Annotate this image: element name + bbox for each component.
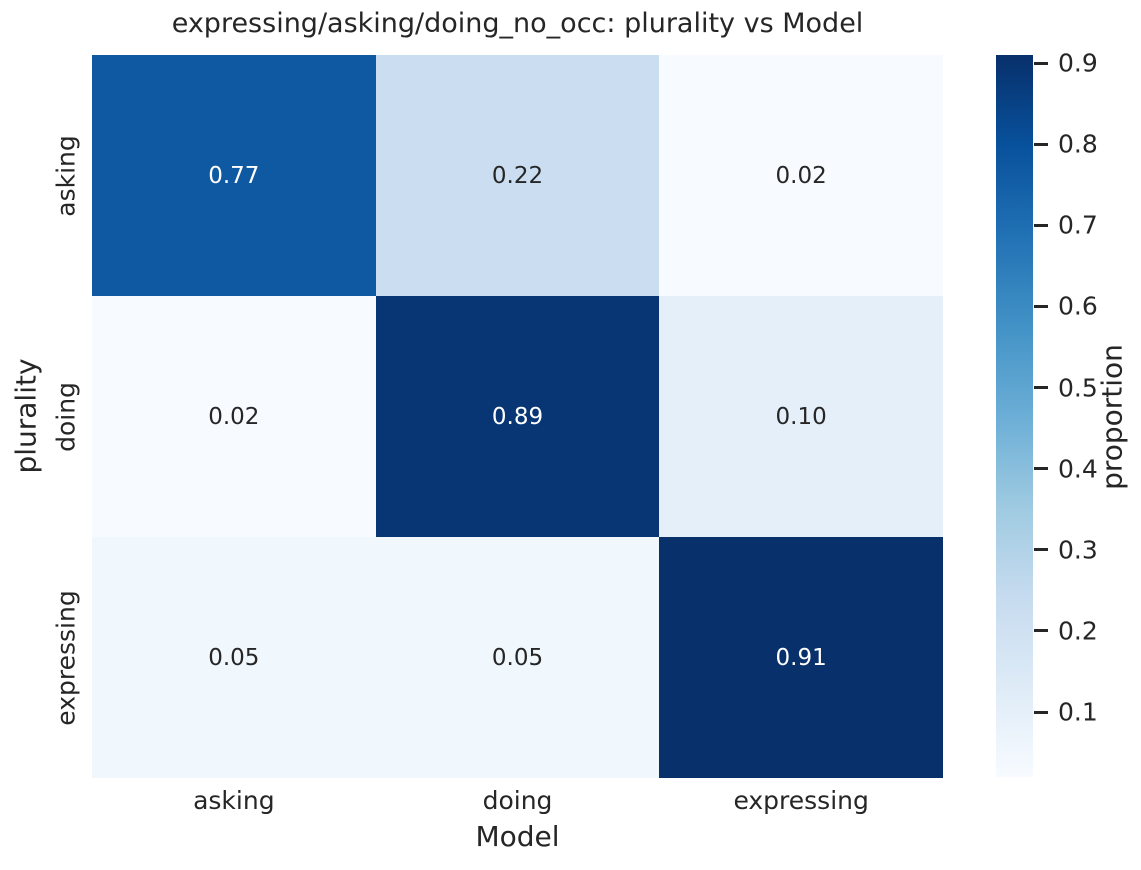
- y-axis-label: plurality: [9, 358, 43, 474]
- colorbar-tick-mark: [1034, 142, 1048, 146]
- heatmap-cell: 0.89: [375, 296, 660, 537]
- cell-value: 0.89: [491, 403, 544, 430]
- colorbar-tick-label: 0.5: [1058, 373, 1098, 403]
- colorbar-tick-label: 0.4: [1058, 454, 1098, 484]
- colorbar-tick-mark: [1034, 629, 1048, 633]
- colorbar-tick-mark: [1034, 548, 1048, 552]
- cell-value: 0.02: [208, 403, 260, 430]
- colorbar-tick-label: 0.9: [1058, 48, 1098, 78]
- x-tick-label: asking: [193, 786, 275, 815]
- heatmap-cell: 0.91: [659, 537, 943, 778]
- colorbar-tick-label: 0.3: [1058, 535, 1098, 565]
- cell-value: 0.77: [208, 162, 260, 189]
- colorbar-tick-label: 0.6: [1058, 291, 1098, 321]
- y-tick-label: expressing: [51, 589, 81, 726]
- colorbar-tick-label: 0.8: [1058, 129, 1098, 159]
- colorbar-tick-mark: [1034, 467, 1048, 471]
- colorbar-tick-label: 0.7: [1058, 210, 1098, 240]
- cell-value: 0.02: [775, 162, 827, 189]
- x-tick-label: expressing: [733, 786, 869, 815]
- heatmap-cell: 0.02: [659, 55, 943, 296]
- heatmap-cell: 0.02: [92, 296, 376, 537]
- heatmap-cell: 0.05: [375, 537, 660, 778]
- cell-value: 0.05: [208, 644, 260, 671]
- colorbar-tick-mark: [1034, 304, 1048, 308]
- colorbar-tick-mark: [1034, 61, 1048, 65]
- y-tick-label: doing: [51, 381, 81, 452]
- cell-value: 0.10: [775, 403, 827, 430]
- y-tick-label: asking: [51, 134, 81, 217]
- heatmap-cell: 0.77: [92, 55, 376, 296]
- heatmap-cell: 0.05: [92, 537, 376, 778]
- heatmap-grid: 0.77 0.22 0.02 0.02 0.89 0.10 0.05 0.05 0.91: [92, 55, 943, 778]
- heatmap-cell: 0.10: [659, 296, 943, 537]
- cell-value: 0.05: [491, 644, 544, 671]
- heatmap-cell: 0.22: [375, 55, 660, 296]
- colorbar-tick-mark: [1034, 223, 1048, 227]
- cell-value: 0.22: [491, 162, 544, 189]
- colorbar-tick-mark: [1034, 386, 1048, 390]
- cell-value: 0.91: [775, 644, 827, 671]
- colorbar-label: proportion: [1095, 344, 1129, 490]
- colorbar-tick-label: 0.1: [1058, 697, 1098, 727]
- colorbar-gradient: [996, 55, 1033, 777]
- chart-title: expressing/asking/doing_no_occ: pluralit…: [171, 8, 864, 39]
- colorbar-tick-label: 0.2: [1058, 616, 1098, 646]
- colorbar-tick-mark: [1034, 710, 1048, 714]
- x-axis-label: Model: [475, 820, 560, 853]
- x-tick-label: doing: [482, 786, 553, 815]
